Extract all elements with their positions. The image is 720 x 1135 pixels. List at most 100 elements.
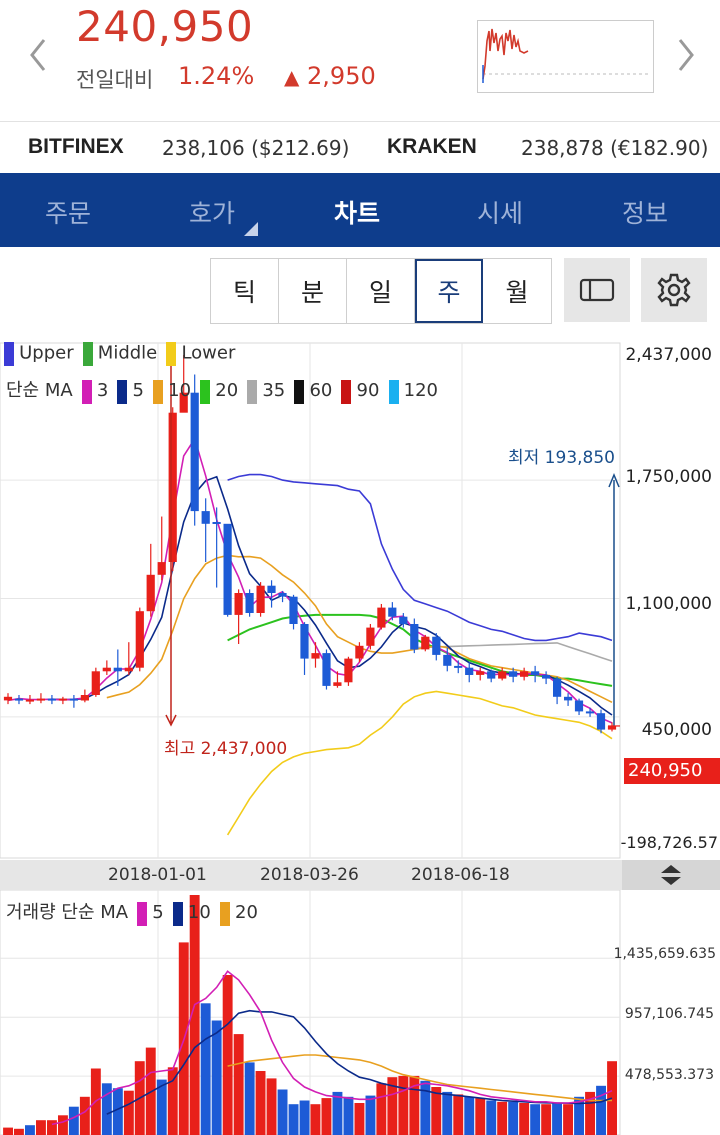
candle-body bbox=[366, 627, 375, 646]
volume-bar bbox=[79, 1096, 90, 1135]
candle-body bbox=[377, 607, 386, 628]
chevron-left-icon[interactable] bbox=[28, 38, 48, 78]
candle-body bbox=[135, 611, 144, 668]
volume-bar bbox=[123, 1090, 134, 1135]
resize-handle[interactable] bbox=[622, 860, 720, 890]
candle-body bbox=[179, 392, 188, 413]
candle-body bbox=[311, 653, 320, 659]
vol-legend-swatch-ma10 bbox=[172, 901, 183, 926]
candle-body bbox=[289, 596, 298, 624]
tab-orderbook[interactable]: 호가 bbox=[189, 199, 236, 228]
date-tick: 2018-03-26 bbox=[260, 865, 359, 885]
candle-body bbox=[3, 696, 13, 701]
volume-frame bbox=[0, 890, 621, 1135]
volume-tick: 957,106.745 bbox=[624, 1006, 714, 1022]
period-day[interactable]: 일 bbox=[347, 259, 415, 323]
candle-body bbox=[487, 671, 496, 679]
candle-body bbox=[322, 653, 331, 686]
bb-legend: Upper Middle Lower bbox=[4, 342, 235, 366]
legend-ma10: 10 bbox=[168, 380, 192, 401]
volume-bar bbox=[266, 1078, 277, 1135]
exchange-name: BITFINEX bbox=[28, 135, 124, 158]
volume-bar bbox=[3, 1127, 13, 1135]
volume-bar bbox=[288, 1104, 299, 1135]
legend-ma120: 120 bbox=[403, 380, 438, 401]
volume-bar bbox=[563, 1104, 573, 1135]
volume-bar bbox=[497, 1101, 508, 1135]
legend-swatch-ma5 bbox=[117, 379, 128, 404]
volume-bar bbox=[431, 1087, 442, 1135]
volume-bar bbox=[541, 1104, 552, 1135]
volume-tick: 478,553.373 bbox=[624, 1067, 714, 1083]
legend-ma5: 5 bbox=[132, 380, 144, 401]
volume-bar bbox=[189, 895, 200, 1135]
candle-body bbox=[531, 671, 540, 675]
vol-ma20-line bbox=[227, 1054, 612, 1102]
vol-legend-swatch-ma5 bbox=[137, 901, 148, 926]
legend-swatch-upper bbox=[4, 342, 14, 366]
candle-body bbox=[69, 698, 78, 701]
vol-legend-ma20: 20 bbox=[235, 902, 258, 923]
candle-body bbox=[223, 523, 232, 615]
volume-bar bbox=[68, 1106, 79, 1135]
candle-body bbox=[47, 698, 56, 701]
candle-body bbox=[564, 696, 573, 701]
candle-body bbox=[190, 392, 199, 512]
price-chart[interactable] bbox=[0, 335, 720, 860]
volume-chart[interactable] bbox=[0, 890, 720, 1135]
candle-body bbox=[80, 695, 89, 701]
volume-tick: 1,435,659.635 bbox=[613, 946, 716, 962]
volume-bar bbox=[101, 1083, 112, 1135]
layout-button[interactable] bbox=[564, 258, 630, 322]
bb-lower-line bbox=[226, 690, 613, 836]
sparkline bbox=[482, 28, 650, 83]
high-arrow-head bbox=[165, 714, 177, 727]
tab-chart[interactable]: 차트 bbox=[334, 199, 381, 228]
period-minute[interactable]: 분 bbox=[279, 259, 347, 323]
period-month[interactable]: 월 bbox=[505, 278, 529, 307]
change-amount: 2,950 bbox=[307, 62, 376, 90]
volume-bar bbox=[233, 1034, 244, 1135]
volume-bar bbox=[607, 1061, 617, 1135]
resize-updown-icon bbox=[661, 865, 681, 885]
candle-body bbox=[333, 682, 342, 686]
ma-legend: 단순 MA 3 5 10 20 35 60 90 120 bbox=[6, 376, 438, 404]
volume-bar bbox=[387, 1077, 398, 1135]
candle-body bbox=[498, 671, 507, 679]
price-tick: 450,000 bbox=[641, 720, 712, 740]
tab-market[interactable]: 시세 bbox=[477, 199, 524, 228]
sparkline-box[interactable] bbox=[477, 20, 654, 93]
tab-order[interactable]: 주문 bbox=[45, 199, 92, 228]
candle-body bbox=[91, 671, 100, 695]
candle-body bbox=[212, 522, 221, 524]
candle-body bbox=[36, 698, 45, 701]
candle-body bbox=[421, 636, 430, 650]
volume-bar bbox=[354, 1103, 365, 1135]
candle-body bbox=[520, 671, 529, 677]
volume-bar bbox=[519, 1103, 530, 1135]
candle-body bbox=[168, 412, 177, 562]
volume-bar bbox=[321, 1098, 332, 1135]
volume-bar bbox=[420, 1080, 431, 1135]
chevron-right-icon[interactable] bbox=[676, 38, 696, 78]
panel-layout-icon bbox=[579, 278, 615, 302]
legend-ma90: 90 bbox=[356, 380, 380, 401]
volume-bar bbox=[167, 1067, 178, 1135]
candle-body bbox=[509, 671, 518, 677]
tab-info[interactable]: 정보 bbox=[622, 199, 669, 228]
candle-body bbox=[234, 593, 243, 615]
volume-bar bbox=[453, 1094, 464, 1135]
volume-bar bbox=[58, 1115, 68, 1135]
current-price: 240,950 bbox=[76, 2, 254, 51]
period-week[interactable]: 주 bbox=[415, 259, 483, 323]
price-tick: -198,726.57 bbox=[620, 833, 718, 852]
period-selector: 틱 분 일 주 월 bbox=[210, 258, 552, 324]
candle-body bbox=[14, 698, 24, 701]
settings-button[interactable] bbox=[641, 258, 707, 322]
date-axis-bar bbox=[0, 860, 720, 890]
volume-bar bbox=[398, 1075, 409, 1135]
exchange-bar bbox=[0, 121, 720, 174]
period-tick[interactable]: 틱 bbox=[211, 259, 279, 323]
high-annotation: 최고 2,437,000 bbox=[164, 739, 288, 759]
volume-bar bbox=[47, 1120, 57, 1135]
